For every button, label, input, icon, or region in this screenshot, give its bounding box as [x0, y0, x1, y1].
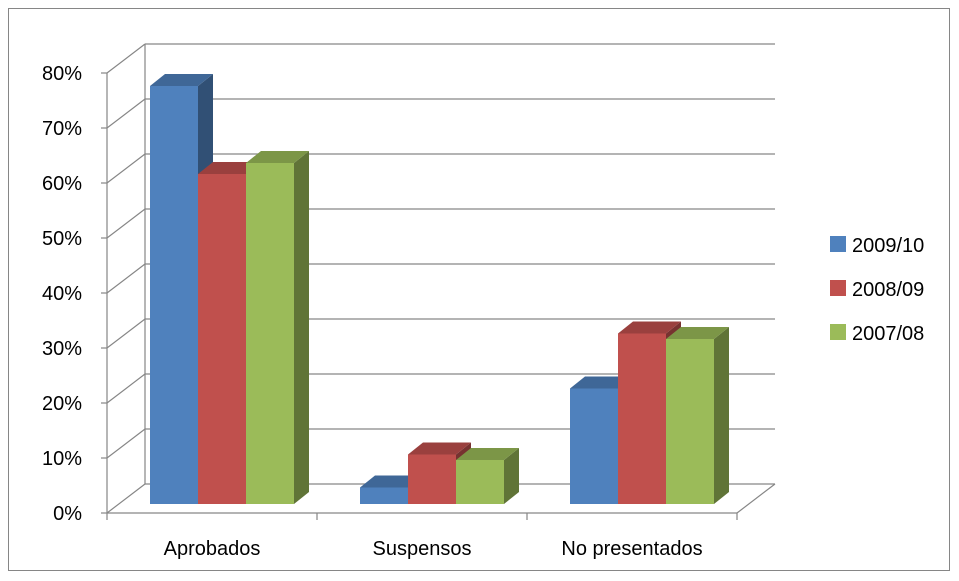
bars [150, 74, 729, 504]
bar-front [618, 333, 666, 504]
bar-front [198, 174, 246, 504]
bar-front [666, 339, 714, 504]
bar-top [456, 448, 519, 460]
legend-swatch [830, 236, 846, 252]
bar-front [456, 460, 504, 504]
legend: 2009/10 2008/09 2007/08 [830, 235, 924, 345]
gridline-side [106, 428, 146, 459]
y-tick-label: 0% [53, 503, 82, 525]
y-tick-label: 30% [42, 338, 82, 360]
y-tick-label: 40% [42, 283, 82, 305]
bar-top [408, 442, 471, 455]
legend-label: 2008/09 [852, 279, 924, 301]
gridline-side [106, 318, 146, 349]
bar-front [360, 487, 408, 504]
y-axis-tick-labels: 0% 10% 20% 30% 40% 50% 60% 70% 80% [42, 63, 82, 525]
x-tick-label: Aprobados [164, 538, 261, 560]
y-tick-label: 10% [42, 448, 82, 470]
legend-item-2008-09: 2008/09 [830, 279, 924, 301]
y-tick-label: 50% [42, 228, 82, 250]
floor-right-edge [736, 483, 776, 514]
bar-front [570, 388, 618, 504]
y-tick-label: 80% [42, 63, 82, 85]
bar-suspensos-2007-08 [456, 448, 519, 504]
bar-side [294, 151, 309, 504]
x-tick-label: No presentados [561, 538, 702, 560]
legend-label: 2007/08 [852, 323, 924, 345]
legend-item-2009-10: 2009/10 [830, 235, 924, 257]
bar-front [246, 163, 294, 504]
bar-front [408, 454, 456, 504]
legend-label: 2009/10 [852, 235, 924, 257]
bar-side [504, 448, 519, 504]
gridline-side [106, 373, 146, 404]
legend-swatch [830, 324, 846, 340]
bar-top [198, 162, 261, 174]
bar-top [666, 327, 729, 339]
gridline-side [106, 98, 146, 129]
gridline-side [106, 263, 146, 294]
gridline-side [106, 43, 146, 74]
y-tick-label: 60% [42, 173, 82, 195]
gridline-side [106, 153, 146, 184]
gridline-side [106, 208, 146, 239]
x-axis-tick-labels: Aprobados Suspensos No presentados [164, 538, 703, 560]
bar-top [150, 74, 213, 86]
y-tick-label: 20% [42, 393, 82, 415]
bar-top [570, 376, 633, 389]
bar-top [246, 151, 309, 163]
x-tick-label: Suspensos [373, 538, 472, 560]
bar-side [714, 327, 729, 504]
bar-front [150, 86, 198, 504]
y-tick-label: 70% [42, 118, 82, 140]
bar-top [618, 321, 681, 334]
legend-item-2007-08: 2007/08 [830, 323, 924, 345]
bar-aprobados-2007-08 [246, 151, 309, 504]
bar-no-presentados-2007-08 [666, 327, 729, 504]
gridline-side [106, 483, 146, 514]
legend-swatch [830, 280, 846, 296]
bar-top [360, 475, 423, 488]
